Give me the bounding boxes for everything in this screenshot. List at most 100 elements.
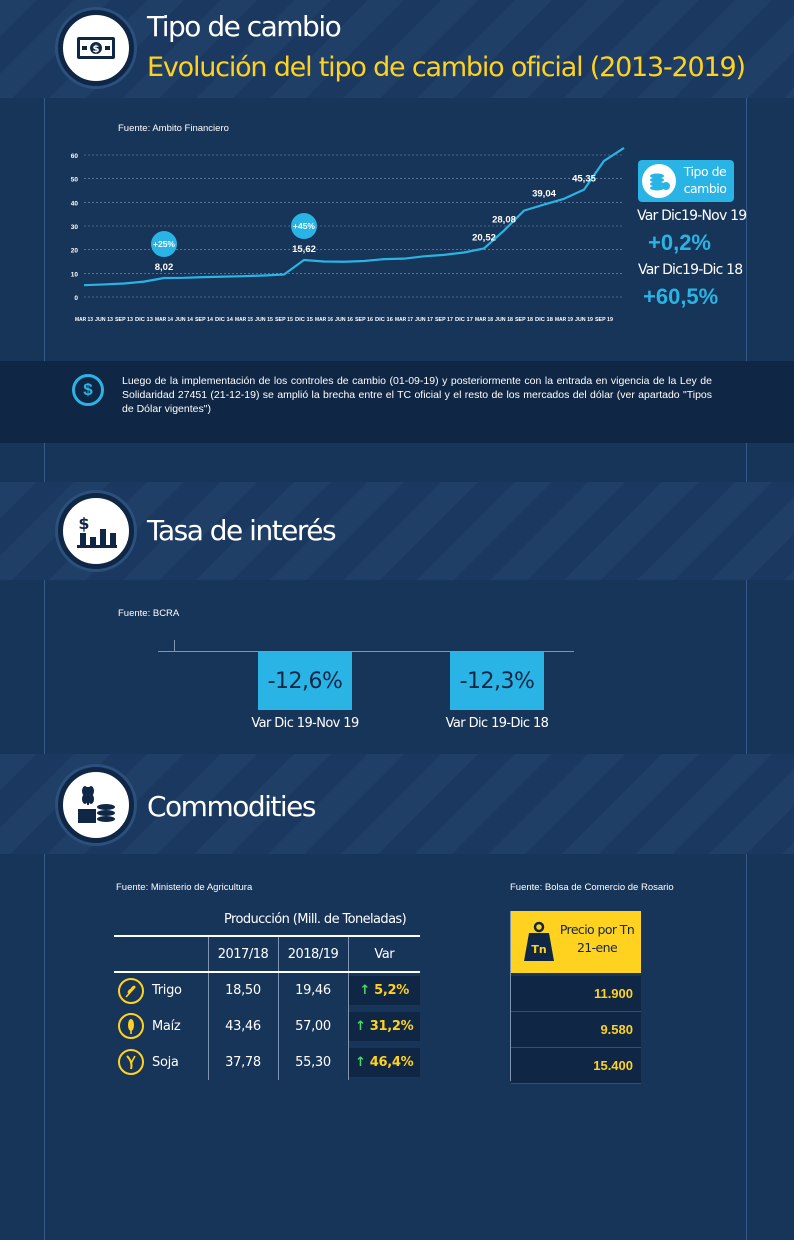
- price-header-line1: Precio por Tn: [559, 922, 635, 937]
- production-source: Fuente: Ministerio de Agricultura: [116, 882, 253, 893]
- price-row-soja: 15.400: [511, 1048, 641, 1084]
- badge-line1: Tipo de: [683, 164, 727, 179]
- x-tick-label: DIC 13: [135, 317, 153, 323]
- x-tick-label: JUN 17: [415, 317, 433, 323]
- value-2018-19: 19,46: [278, 972, 349, 1008]
- wheat-coins-icon: [58, 767, 134, 843]
- price-source: Fuente: Bolsa de Comercio de Rosario: [510, 882, 674, 893]
- x-tick-label: MAR 14: [155, 317, 173, 323]
- y-tick-label: 40: [71, 200, 79, 207]
- table-header-row: 2017/18 2018/19 Var: [114, 935, 420, 973]
- x-tick-label: JUN 13: [95, 317, 113, 323]
- growth-bubble-label: +45%: [293, 221, 315, 231]
- crop-name: Soja: [152, 1054, 179, 1070]
- x-tick-label: SEP 14: [195, 317, 213, 323]
- production-table: 2017/18 2018/19 Var Trigo 18,50 19,46 ↑ 5…: [114, 935, 420, 1080]
- rate-value-2: -12,3%: [450, 652, 544, 710]
- frame-left-line: [44, 0, 45, 1240]
- x-tick-label: SEP 15: [275, 317, 293, 323]
- column-header-2018-19: 2018/19: [278, 935, 349, 973]
- tipo-de-cambio-badge: Tipo de cambio: [638, 160, 734, 202]
- price-row-trigo: 11.900: [511, 976, 641, 1012]
- price-header-line2: 21-ene: [576, 940, 618, 955]
- x-tick-label: DIC 14: [215, 317, 233, 323]
- var-value-2: +60,5%: [643, 284, 719, 309]
- value-2017-18: 18,50: [208, 972, 279, 1008]
- crop-name: Trigo: [152, 983, 182, 998]
- y-tick-label: 30: [71, 224, 79, 231]
- price-table-divider: [510, 911, 511, 1081]
- data-label: 39,04: [532, 189, 556, 200]
- x-tick-label: SEP 18: [515, 317, 533, 323]
- section-title-tasa-de-interes: Tasa de interés: [147, 514, 337, 547]
- y-tick-label: 60: [71, 153, 79, 160]
- bar-chart-dollar-icon: $: [58, 493, 134, 569]
- variation-value: 46,4%: [369, 1054, 414, 1070]
- dollar-icon: $: [72, 374, 104, 406]
- section-subtitle: Evolución del tipo de cambio oficial (20…: [147, 52, 746, 83]
- weight-icon: Tn: [524, 921, 554, 961]
- x-tick-label: SEP 19: [595, 317, 613, 323]
- x-tick-label: DIC 17: [455, 317, 473, 323]
- section-title-tipo-de-cambio: Tipo de cambio: [147, 10, 342, 43]
- note-box: [0, 361, 794, 443]
- value-2018-19: 57,00: [278, 1008, 349, 1044]
- production-header: Producción (Mill. de Toneladas): [224, 912, 407, 927]
- price-header: Tn Precio por Tn 21-ene: [511, 911, 641, 973]
- rate-label-1: Var Dic 19-Nov 19: [251, 716, 359, 731]
- data-label: 15,62: [292, 244, 316, 255]
- up-arrow-icon: ↑: [355, 1018, 366, 1034]
- column-header-crop: [114, 935, 209, 973]
- x-tick-label: DIC 18: [535, 317, 553, 323]
- x-tick-label: MAR 16: [315, 317, 333, 323]
- x-tick-label: MAR 15: [235, 317, 253, 323]
- rate-label-2: Var Dic 19-Dic 18: [445, 716, 549, 731]
- soy-icon: [118, 1049, 144, 1075]
- x-tick-label: MAR 18: [475, 317, 493, 323]
- table-row: Soja 37,78 55,30 ↑ 46,4%: [114, 1044, 420, 1080]
- banknote-icon: $: [58, 10, 134, 86]
- chart-source: Fuente: Ambito Financiero: [118, 123, 229, 134]
- growth-bubble: [151, 231, 177, 258]
- data-label: 45,35: [572, 174, 596, 185]
- var-label-2: Var Dic19-Dic 18: [638, 262, 743, 278]
- svg-text:$: $: [78, 514, 89, 533]
- growth-bubble-label: +25%: [153, 239, 175, 249]
- badge-line2: cambio: [683, 181, 727, 196]
- x-tick-label: JUN 18: [495, 317, 513, 323]
- column-header-2017-18: 2017/18: [208, 935, 279, 973]
- x-tick-label: DIC 16: [375, 317, 393, 323]
- variation-value: 31,2%: [369, 1018, 414, 1034]
- section-title-commodities: Commodities: [147, 790, 317, 823]
- data-label: 28,08: [492, 215, 516, 226]
- up-arrow-icon: ↑: [355, 1054, 366, 1070]
- var-value-1: +0,2%: [648, 230, 711, 255]
- data-label: 8,02: [155, 262, 174, 273]
- up-arrow-icon: ↑: [359, 983, 371, 998]
- x-tick-label: DIC 15: [295, 317, 313, 323]
- growth-bubble: [291, 213, 317, 240]
- rate-value-1: -12,6%: [258, 652, 352, 710]
- x-tick-label: MAR 19: [555, 317, 573, 323]
- x-tick-label: MAR 17: [395, 317, 413, 323]
- x-tick-label: MAR 13: [75, 317, 93, 323]
- column-header-var: Var: [348, 935, 420, 973]
- x-tick-label: SEP 13: [115, 317, 133, 323]
- price-row-maiz: 9.580: [511, 1012, 641, 1048]
- corn-icon: [118, 1013, 144, 1039]
- value-2017-18: 37,78: [208, 1044, 279, 1080]
- y-tick-label: 0: [74, 295, 78, 302]
- y-tick-label: 50: [71, 177, 79, 184]
- series-line: [83, 147, 625, 287]
- x-tick-label: JUN 19: [575, 317, 593, 323]
- note-text: Luego de la implementación de los contro…: [122, 375, 712, 415]
- x-tick-label: SEP 17: [435, 317, 453, 323]
- svg-text:$: $: [93, 44, 100, 55]
- x-tick-label: JUN 14: [175, 317, 193, 323]
- value-2017-18: 43,46: [208, 1008, 279, 1044]
- y-tick-label: 10: [71, 271, 79, 278]
- rate-axis-tick: [174, 640, 175, 652]
- wheat-icon: [118, 977, 144, 1004]
- frame-right-line: [746, 0, 747, 1240]
